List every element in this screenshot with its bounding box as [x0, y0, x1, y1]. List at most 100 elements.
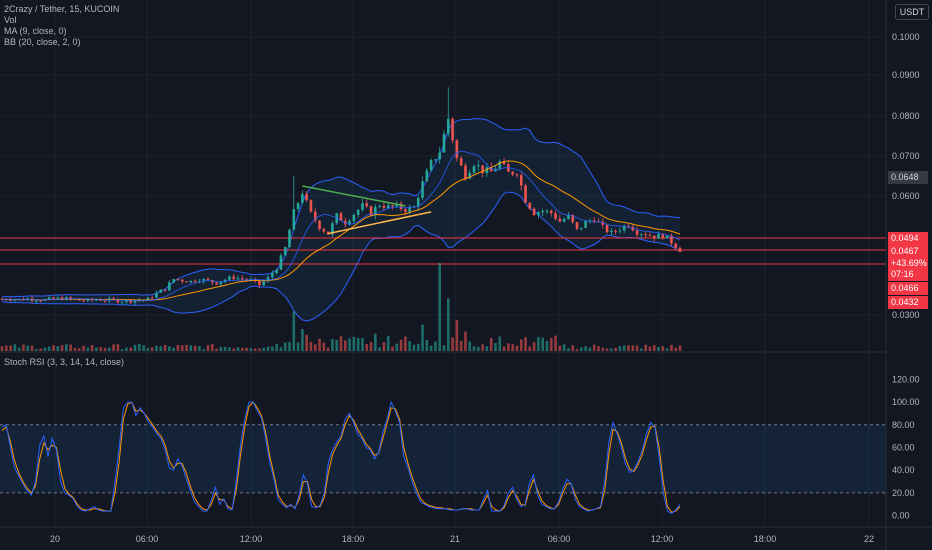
candle-body [155, 292, 158, 298]
candle-body [408, 206, 411, 213]
trendline[interactable] [327, 211, 432, 235]
candle-body [391, 205, 394, 207]
volume-bar [425, 339, 429, 351]
volume-bar [421, 324, 424, 351]
candle-body [271, 273, 274, 278]
volume-bar [545, 340, 549, 351]
candle-body [665, 235, 669, 239]
volume-bar [4, 345, 8, 351]
volume-bar [215, 348, 218, 351]
volume-bar [90, 345, 94, 351]
bb-upper-line [1, 118, 681, 298]
volume-bar [369, 342, 373, 351]
candle-body [477, 165, 480, 167]
stoch-rsi-tick-label: 20.00 [892, 488, 915, 498]
candle-body [580, 227, 583, 229]
candlestick-series [0, 87, 682, 306]
volume-bars [0, 263, 682, 351]
candle-body [584, 221, 587, 228]
volume-bar [331, 338, 334, 351]
volume-bar [326, 347, 330, 351]
time-tick-label: 18:00 [342, 534, 365, 544]
candle-body [180, 279, 184, 282]
candle-body [125, 299, 128, 303]
volume-bar [511, 344, 514, 351]
candle-body [545, 210, 549, 212]
volume-bar [365, 344, 369, 351]
volume-bar [502, 346, 506, 351]
trendlines[interactable] [302, 185, 432, 235]
volume-bar [258, 348, 261, 351]
candle-body [459, 158, 463, 166]
volume-bar [26, 345, 30, 351]
stoch-rsi-axis[interactable]: 120.00 100.00 80.00 60.00 40.00 20.00 0.00 [892, 374, 920, 520]
moving-average-line [1, 150, 681, 302]
stoch-rsi-tick-label: 40.00 [892, 465, 915, 475]
volume-bar [343, 340, 347, 351]
time-axis[interactable]: 20 06:00 12:00 18:00 21 06:00 12:00 18:00 22 [50, 534, 874, 544]
volume-bar [189, 345, 193, 351]
volume-bar [644, 344, 647, 351]
volume-bar [459, 340, 463, 351]
candle-body [146, 297, 150, 300]
volume-bar [138, 344, 141, 351]
volume-bar [601, 347, 605, 351]
volume-bar [339, 336, 343, 351]
stoch-rsi-d-line [1, 401, 681, 513]
candle-body [674, 243, 678, 249]
candle-body [99, 299, 102, 301]
volume-bar [47, 346, 51, 351]
horizontal-lines[interactable] [0, 237, 886, 265]
volume-bar [605, 348, 609, 351]
volume-bar [77, 348, 81, 351]
volume-bar [592, 344, 596, 351]
candle-body [112, 298, 115, 300]
stoch-rsi-title[interactable]: Stoch RSI (3, 3, 14, 14, close) [4, 357, 125, 367]
volume-bar [107, 347, 111, 351]
time-tick-label: 20 [50, 534, 60, 544]
time-tick-label: 12:00 [651, 534, 674, 544]
ma-legend[interactable]: MA (9, close, 0) [4, 26, 67, 36]
volume-bar [442, 345, 446, 351]
candle-body [640, 234, 643, 236]
bb-legend[interactable]: BB (20, close, 2, 0) [4, 37, 81, 47]
price-marker-tag: 0.0648 [888, 171, 928, 184]
volume-legend[interactable]: Vol [4, 15, 17, 25]
volume-bar [665, 348, 669, 351]
volume-bar [562, 344, 566, 351]
time-tick-label: 06:00 [136, 534, 159, 544]
trendline[interactable] [302, 185, 406, 207]
hline-tag-top: 0.0494 [888, 232, 928, 245]
volume-bar [434, 341, 437, 351]
volume-bar [429, 345, 433, 351]
price-axis[interactable]: 0.1000 0.0900 0.0800 0.0700 0.0600 0.0300 [892, 32, 920, 320]
volume-bar [99, 347, 102, 351]
price-change-percent: +43.69% [891, 257, 927, 268]
candle-body [266, 277, 270, 282]
candle-body [404, 209, 407, 213]
candle-body [168, 282, 171, 291]
candle-body [292, 209, 296, 230]
candle-body [455, 140, 459, 159]
price-tick-label: 0.0900 [892, 70, 920, 80]
currency-button[interactable]: USDT [895, 4, 929, 20]
volume-bar [249, 348, 253, 351]
candle-body [549, 210, 553, 214]
candle-body [678, 248, 682, 252]
candle-body [485, 167, 489, 174]
symbol-title[interactable]: 2Crazy / Tether, 15, KUCOIN [4, 4, 120, 14]
candle-body [442, 133, 446, 153]
volume-bar [657, 347, 660, 351]
bb-lower-line [1, 191, 681, 322]
volume-bar [206, 345, 210, 351]
stoch-rsi-tick-label: 60.00 [892, 443, 915, 453]
stoch-rsi-tick-label: 80.00 [892, 420, 915, 430]
candle-body [258, 280, 261, 286]
volume-bar [541, 337, 544, 351]
volume-bar [588, 347, 592, 351]
volume-bar [112, 344, 115, 351]
volume-bar [614, 347, 617, 351]
candle-body [52, 297, 55, 299]
volume-bar [494, 343, 497, 351]
